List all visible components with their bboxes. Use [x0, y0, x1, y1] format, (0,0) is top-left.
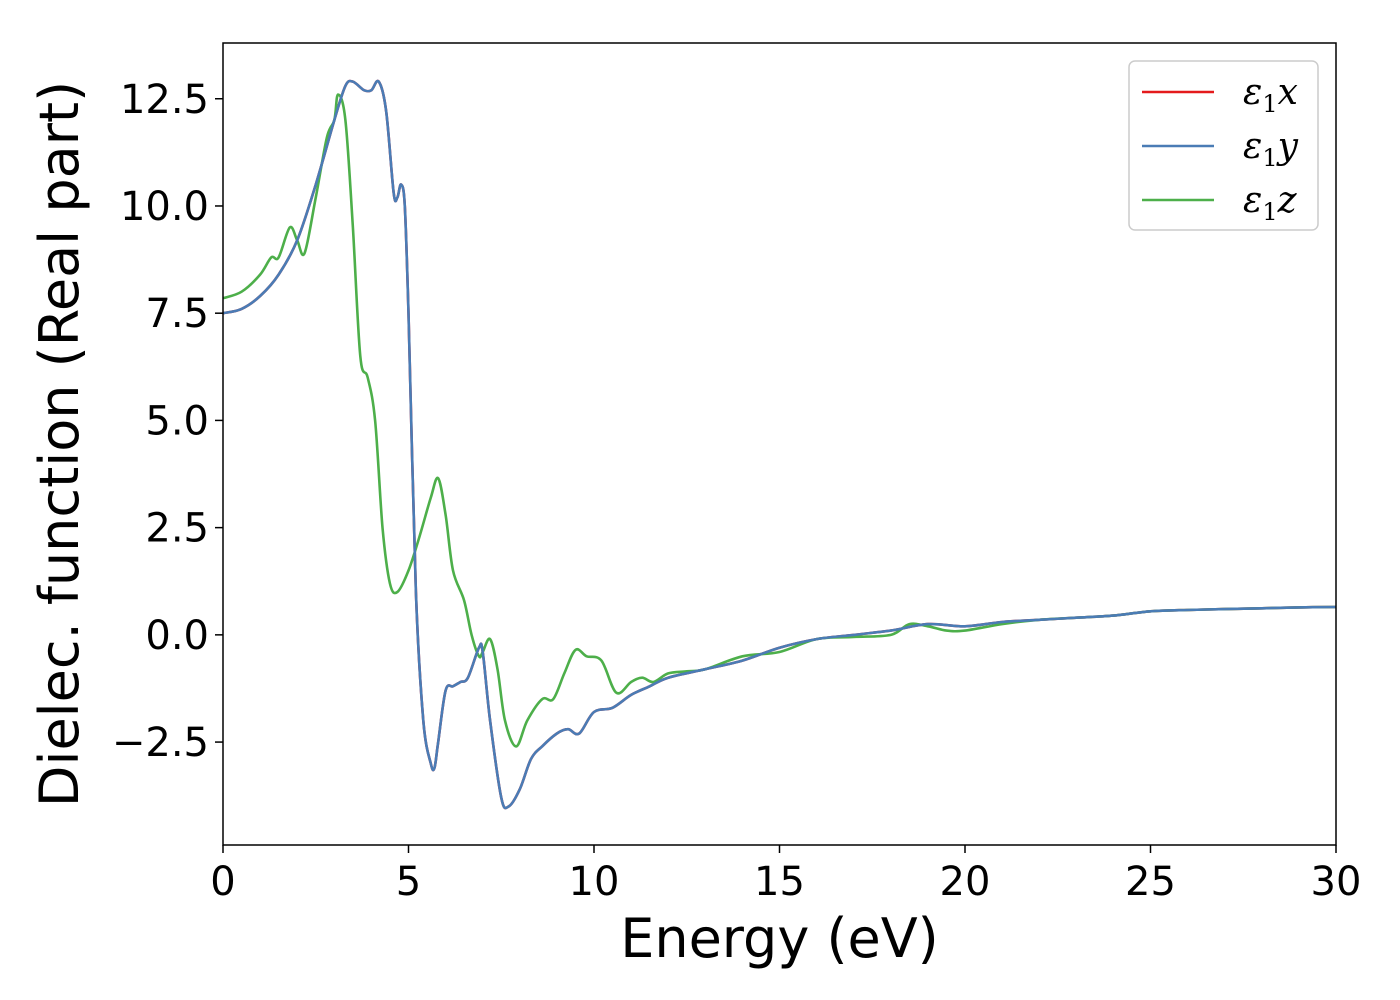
x-axis: 0 5 10 15 20 25 30 — [210, 845, 1361, 905]
x-tick-label: 25 — [1125, 859, 1176, 905]
y-tick-label: 5.0 — [145, 398, 209, 444]
legend-label-y: ε1y — [1243, 126, 1299, 172]
y-tick-label: 12.5 — [120, 77, 209, 123]
series-layer — [223, 79, 1336, 810]
x-tick-label: 10 — [569, 859, 620, 905]
y-tick-label: 10.0 — [120, 184, 209, 230]
x-tick-label: 15 — [754, 859, 805, 905]
legend-label-z: ε1z — [1243, 180, 1298, 226]
x-axis-label: Energy (eV) — [620, 907, 939, 970]
y-axis: −2.5 0.0 2.5 5.0 7.5 10.0 12.5 — [112, 77, 223, 766]
y-axis-label: Dielec. function (Real part) — [28, 81, 91, 807]
legend-label-x: ε1x — [1243, 72, 1298, 118]
x-tick-label: 30 — [1311, 859, 1362, 905]
series-line-y — [223, 79, 1336, 810]
y-tick-label: 0.0 — [145, 613, 209, 659]
y-tick-label: −2.5 — [112, 720, 209, 766]
y-tick-label: 2.5 — [145, 506, 209, 552]
legend: ε1x ε1y ε1z — [1128, 60, 1319, 231]
x-tick-label: 5 — [396, 859, 421, 905]
x-tick-label: 0 — [210, 859, 235, 905]
legend-box — [1128, 60, 1319, 231]
x-tick-label: 20 — [940, 859, 991, 905]
y-tick-label: 7.5 — [145, 291, 209, 337]
series-line-z — [223, 93, 1336, 748]
